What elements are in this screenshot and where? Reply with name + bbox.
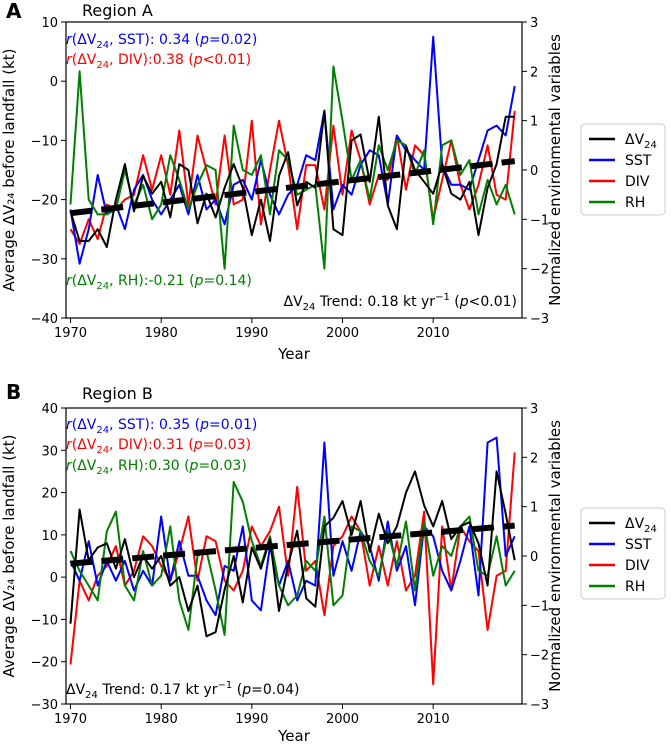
series-line-div xyxy=(69,110,516,245)
annotation-r-div: r(ΔV24, DIV):0.38 (p<0.01) xyxy=(66,52,251,71)
y2-tick-label: −1 xyxy=(530,213,549,228)
x-axis-label: Year xyxy=(277,345,311,363)
y2-tick-label: 2 xyxy=(530,65,538,80)
trend-line xyxy=(70,522,515,567)
x-tick-label: 1980 xyxy=(145,712,178,727)
legend-box xyxy=(580,123,666,216)
y2-axis-label: Normalized environmental variables xyxy=(546,34,564,306)
annotation-r-sst: r(ΔV24, SST): 0.35 (p=0.01) xyxy=(66,417,257,436)
panel-title: Region B xyxy=(82,384,153,403)
y-tick-label: 0 xyxy=(50,571,58,586)
y-tick-label: −30 xyxy=(31,253,58,268)
y2-tick-label: 1 xyxy=(530,501,538,516)
legend-box xyxy=(580,507,666,600)
y2-tick-label: −2 xyxy=(530,263,549,278)
legend-label: SST xyxy=(625,153,652,169)
series-lines xyxy=(69,436,516,686)
x-tick-label: 2000 xyxy=(326,712,359,727)
y2-tick-label: −3 xyxy=(530,312,549,327)
legend-label: ΔV24 xyxy=(625,516,657,535)
x-tick-label: 2010 xyxy=(417,326,450,341)
y2-tick-label: 0 xyxy=(530,164,538,179)
y2-tick-label: −3 xyxy=(530,698,549,713)
x-tick-label: 2010 xyxy=(417,712,450,727)
panel-title: Region A xyxy=(82,1,153,20)
x-tick-label: 1970 xyxy=(54,326,87,341)
y-tick-label: 0 xyxy=(50,75,58,90)
y2-tick-label: 3 xyxy=(530,16,538,31)
legend-label: RH xyxy=(625,195,645,211)
y-axis-label: Average ΔV₂₄ before landfall (kt) xyxy=(0,49,18,292)
y2-axis-label: Normalized environmental variables xyxy=(546,420,564,692)
annotation-trend: ΔV24 Trend: 0.18 kt yr−1 (p<0.01) xyxy=(284,292,517,313)
y2-tick-label: 1 xyxy=(530,115,538,130)
annotation-r-sst: r(ΔV24, SST): 0.34 (p=0.02) xyxy=(66,32,257,51)
x-tick-label: 1980 xyxy=(145,326,178,341)
y2-tick-label: −1 xyxy=(530,599,549,614)
y-tick-label: −20 xyxy=(31,194,58,209)
y-tick-label: 10 xyxy=(41,529,58,544)
y-tick-label: 30 xyxy=(41,444,58,459)
y-tick-label: −10 xyxy=(31,134,58,149)
y2-tick-label: 2 xyxy=(530,451,538,466)
trend-line xyxy=(70,158,516,217)
x-axis-label: Year xyxy=(277,727,311,745)
legend-a: ΔV24 SST DIV RH xyxy=(580,123,666,216)
y-tick-label: −20 xyxy=(31,656,58,671)
legend-label: DIV xyxy=(625,558,650,574)
series-line-sst xyxy=(69,436,516,617)
annotation-trend: ΔV24 Trend: 0.17 kt yr−1 (p=0.04) xyxy=(66,680,299,701)
series-lines xyxy=(69,35,516,270)
y2-tick-label: 0 xyxy=(530,550,538,565)
legend-label: DIV xyxy=(625,174,650,190)
legend-b: ΔV24 SST DIV RH xyxy=(580,507,666,600)
panel-letter: B xyxy=(6,380,21,404)
y-tick-label: 20 xyxy=(41,487,58,502)
y-tick-label: −30 xyxy=(31,698,58,713)
annotation-r-rh: r(ΔV24, RH):0.30 (p=0.03) xyxy=(66,458,247,477)
legend-label: RH xyxy=(625,579,645,595)
x-tick-label: 1990 xyxy=(235,326,268,341)
legend-label: ΔV24 xyxy=(625,132,657,151)
y-tick-label: −10 xyxy=(31,613,58,628)
y-tick-label: 10 xyxy=(41,16,58,31)
annotation-r-rh: r(ΔV24, RH):-0.21 (p=0.14) xyxy=(66,273,252,292)
x-tick-label: 1970 xyxy=(54,712,87,727)
panel-letter: A xyxy=(6,0,22,23)
annotation-r-div: r(ΔV24, DIV):0.31 (p=0.03) xyxy=(66,437,251,456)
y-tick-label: 40 xyxy=(41,402,58,417)
x-tick-label: 2000 xyxy=(326,326,359,341)
y-axis-label: Average ΔV₂₄ before landfall (kt) xyxy=(0,435,18,678)
y2-tick-label: 3 xyxy=(530,402,538,417)
legend-label: SST xyxy=(625,537,652,553)
y-tick-label: −40 xyxy=(31,312,58,327)
y2-tick-label: −2 xyxy=(530,649,549,664)
x-tick-label: 1990 xyxy=(235,712,268,727)
